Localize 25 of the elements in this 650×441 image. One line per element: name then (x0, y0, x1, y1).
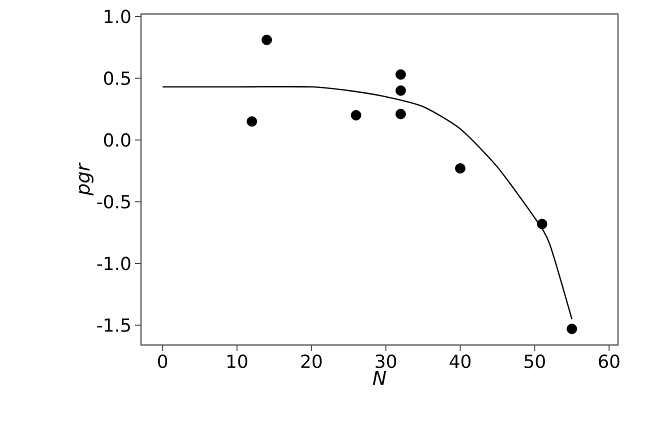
point (396, 69, 406, 80)
x-tick-label: 0 (158, 354, 168, 368)
y-tick-label: -1.0 (97, 256, 130, 270)
y-axis-title: pgr (78, 162, 94, 196)
x-axis-title: N (372, 371, 386, 385)
point (536, 218, 548, 230)
y-tick-label: 0.5 (104, 71, 130, 86)
y-tick-label: 1.0 (104, 10, 130, 24)
point (455, 163, 466, 174)
x-tick-label: 60 (598, 354, 620, 368)
line-series (162, 86, 573, 320)
point (246, 116, 258, 127)
y-tick-label: -1.5 (97, 318, 130, 332)
point (396, 108, 406, 120)
x-tick-label: 50 (524, 354, 545, 368)
point (350, 110, 362, 120)
x-tick-label: 10 (228, 354, 248, 368)
y-tick-label: -0.5 (97, 194, 130, 209)
x-tick-label: 20 (301, 354, 322, 368)
point (566, 324, 578, 334)
y-tick-label: 0.0 (104, 133, 130, 147)
x-tick-label: 30 (376, 354, 396, 368)
point (262, 34, 272, 46)
point (396, 85, 406, 96)
x-tick-label: 40 (450, 354, 470, 368)
